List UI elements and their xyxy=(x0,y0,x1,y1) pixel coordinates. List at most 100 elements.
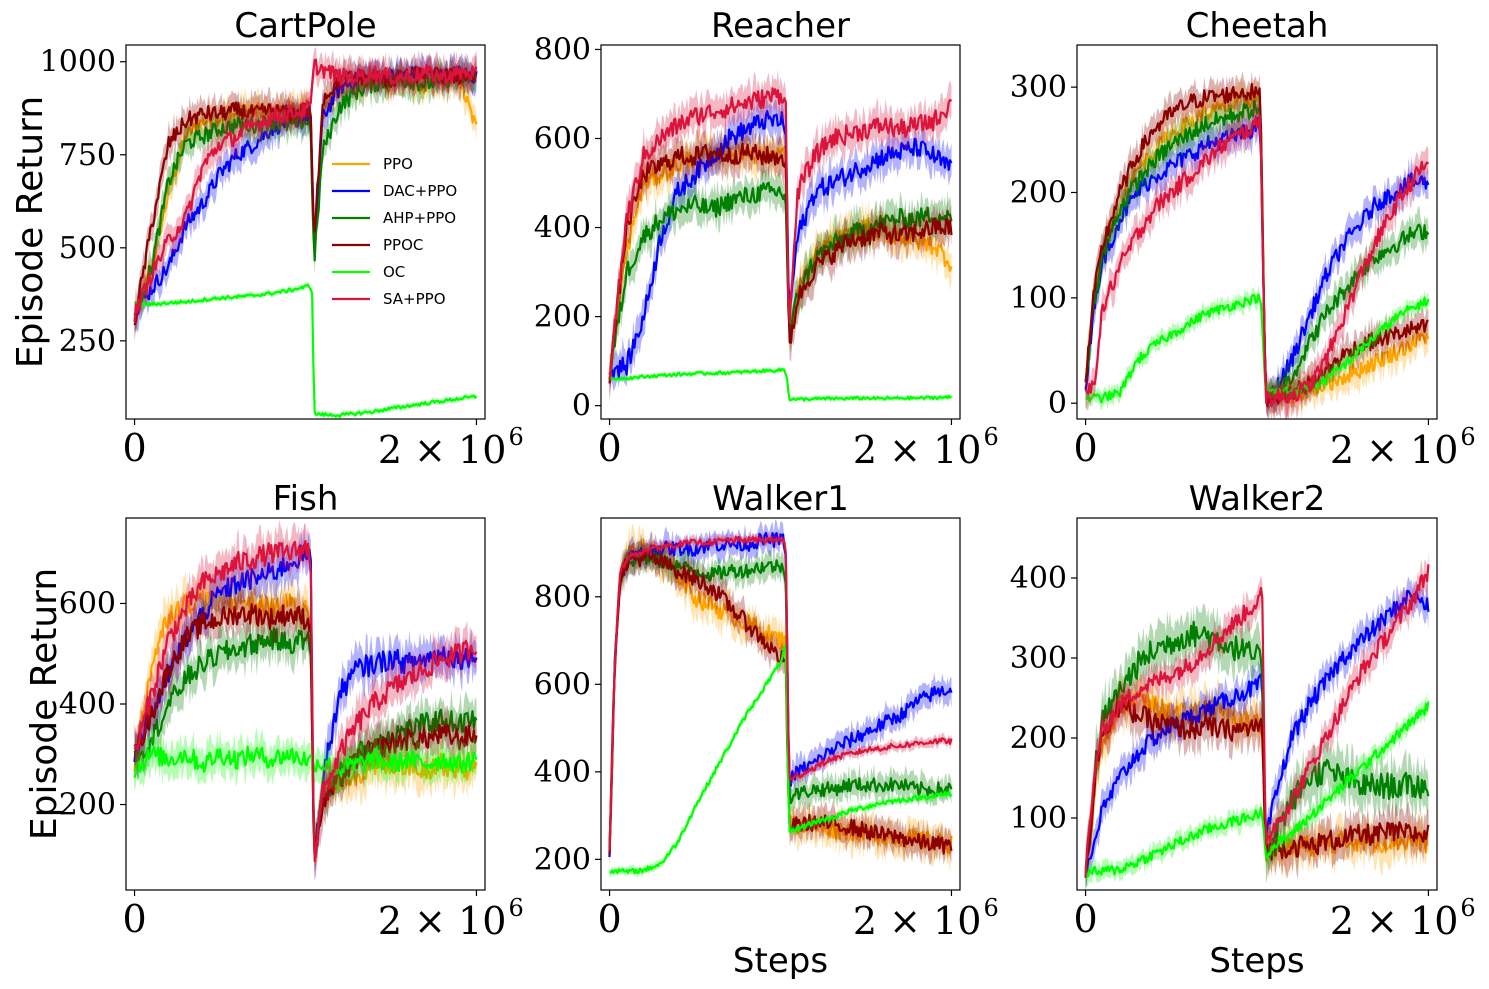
ytick-label: 100 xyxy=(1010,801,1067,836)
ytick-label: 250 xyxy=(59,324,116,359)
line-oc xyxy=(133,745,478,779)
legend-label: PPOC xyxy=(383,236,423,254)
ytick-label: 100 xyxy=(1010,281,1067,316)
band-ahp-ppo xyxy=(134,55,477,335)
ytick-label: 600 xyxy=(534,122,591,157)
xtick-label-exponent: 6 xyxy=(508,894,523,922)
line-oc xyxy=(133,283,478,418)
line-oc xyxy=(1085,293,1430,404)
xtick-label-zero: 0 xyxy=(122,897,146,941)
y-axis-label: Episode Return xyxy=(10,96,51,368)
chart-title: Cheetah xyxy=(1186,6,1329,46)
legend-label: DAC+PPO xyxy=(383,182,457,200)
ytick-label: 600 xyxy=(534,667,591,702)
ytick-label: 600 xyxy=(59,586,116,621)
band-oc xyxy=(609,365,952,404)
plot-area xyxy=(133,519,478,881)
line-ppoc xyxy=(1084,696,1430,878)
xtick-label-exponent: 6 xyxy=(983,423,998,451)
line-sa-ppo xyxy=(1084,564,1430,877)
line-ppo xyxy=(133,589,478,858)
xtick-label-zero: 0 xyxy=(1073,426,1097,470)
line-oc xyxy=(609,645,953,875)
axes-frame xyxy=(1076,517,1438,891)
plot-area xyxy=(1084,550,1430,890)
ytick-label: 400 xyxy=(534,755,591,790)
band-sa-ppo xyxy=(1085,98,1429,419)
line-ahp-ppo xyxy=(608,181,953,375)
xtick-label-max: 2 × 10 xyxy=(853,899,982,943)
ytick-label: 200 xyxy=(1010,175,1067,210)
band-ppoc xyxy=(134,50,477,342)
line-sa-ppo xyxy=(1084,114,1430,408)
band-ahp-ppo xyxy=(609,162,952,387)
xtick-label-max: 2 × 10 xyxy=(1330,899,1459,943)
chart-title: Fish xyxy=(273,479,339,519)
axes-frame xyxy=(600,517,961,891)
ytick-label: 1000 xyxy=(40,45,116,80)
legend-label: OC xyxy=(383,263,405,281)
subplot-cheetah: 0 100 200 300 0 2 × 10 6 Cheetah xyxy=(1010,6,1476,472)
ytick-label: 800 xyxy=(534,580,591,615)
xtick-label-exponent: 6 xyxy=(508,423,523,451)
line-ahp-ppo xyxy=(133,627,478,847)
plot-area xyxy=(608,519,953,879)
y-axis-label: Episode Return xyxy=(24,568,65,840)
x-axis-label: Steps xyxy=(733,941,828,981)
line-ppoc xyxy=(133,65,478,326)
xtick-label-zero: 0 xyxy=(1073,897,1097,941)
legend: PPO DAC+PPO AHP+PPO PPOC OC SA+PPO xyxy=(332,155,457,308)
xtick-label-max: 2 × 10 xyxy=(378,899,507,943)
xtick-label-exponent: 6 xyxy=(1460,894,1475,922)
ytick-label: 200 xyxy=(534,842,591,877)
line-dac-ppo xyxy=(608,531,953,858)
axes-frame xyxy=(125,44,486,420)
ytick-label: 400 xyxy=(534,211,591,246)
xtick-label-zero: 0 xyxy=(597,426,621,470)
band-ahp-ppo xyxy=(609,539,952,859)
line-dac-ppo xyxy=(608,110,953,380)
xtick-label-exponent: 6 xyxy=(1460,423,1475,451)
ytick-label: 300 xyxy=(1010,70,1067,105)
band-oc xyxy=(1085,691,1429,888)
chart-title: CartPole xyxy=(234,6,376,46)
plot-area xyxy=(133,47,478,419)
chart-title: Walker1 xyxy=(712,479,849,519)
legend-label: SA+PPO xyxy=(383,290,446,308)
line-ppo xyxy=(1084,91,1430,404)
legend-label: PPO xyxy=(383,155,413,173)
xtick-label-max: 2 × 10 xyxy=(378,428,507,472)
subplot-walker2: 100 200 300 400 0 2 × 10 6 Walker2 Steps xyxy=(1010,479,1476,981)
xtick-label-exponent: 6 xyxy=(983,894,998,922)
line-sa-ppo xyxy=(133,58,478,323)
x-axis-label: Steps xyxy=(1209,941,1304,981)
line-oc xyxy=(609,367,953,402)
band-ahp-ppo xyxy=(1085,603,1429,890)
line-ppoc xyxy=(608,549,953,855)
line-ahp-ppo xyxy=(1084,620,1430,870)
ytick-label: 750 xyxy=(59,138,116,173)
ytick-label: 300 xyxy=(1010,641,1067,676)
plot-area xyxy=(1084,70,1430,419)
ytick-label: 200 xyxy=(1010,721,1067,756)
line-dac-ppo xyxy=(1084,589,1430,878)
ytick-label: 400 xyxy=(1010,561,1067,596)
ytick-label: 0 xyxy=(572,389,591,424)
ytick-label: 0 xyxy=(1048,386,1067,421)
ytick-label: 200 xyxy=(534,300,591,335)
subplot-walker1: 200 400 600 800 0 2 × 10 6 Walker1 Steps xyxy=(534,479,999,981)
line-sa-ppo xyxy=(608,87,953,380)
line-oc xyxy=(1084,701,1430,878)
line-ppo xyxy=(608,141,953,375)
xtick-label-zero: 0 xyxy=(122,426,146,470)
ytick-label: 400 xyxy=(59,687,116,722)
plot-area xyxy=(608,69,953,404)
band-ppoc xyxy=(1085,680,1429,890)
chart-title: Walker2 xyxy=(1189,479,1326,519)
subplot-fish: 200 400 600 0 2 × 10 6 Fish Episode Return xyxy=(24,479,524,943)
band-ppoc xyxy=(609,536,952,866)
line-ahp-ppo xyxy=(133,68,478,321)
band-dac-ppo xyxy=(134,522,477,881)
line-ppoc xyxy=(608,142,953,384)
